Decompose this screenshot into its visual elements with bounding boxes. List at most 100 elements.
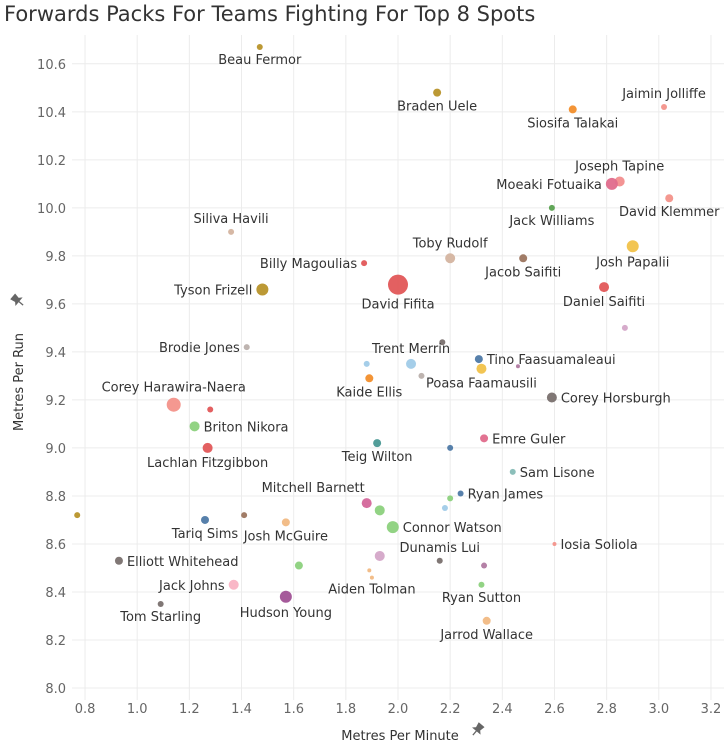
scatter-point[interactable] <box>114 556 123 565</box>
scatter-point[interactable] <box>374 505 385 516</box>
scatter-point[interactable] <box>439 339 446 346</box>
scatter-point[interactable] <box>157 600 164 607</box>
scatter-point[interactable] <box>202 442 213 453</box>
scatter-point[interactable] <box>256 283 269 296</box>
y-axis-pin-icon[interactable] <box>10 293 26 308</box>
scatter-point[interactable] <box>228 579 239 590</box>
point-label: Aiden Tolman <box>328 583 415 598</box>
scatter-point[interactable] <box>241 512 248 519</box>
y-tick-label: 10.4 <box>37 106 66 121</box>
scatter-point[interactable] <box>519 254 528 263</box>
point-label: Joseph Tapine <box>574 159 664 174</box>
scatter-point[interactable] <box>480 434 489 443</box>
point-label: David Klemmer <box>619 205 720 220</box>
point-label: Tom Starling <box>119 610 201 625</box>
scatter-point[interactable] <box>279 590 292 603</box>
scatter-point[interactable] <box>546 392 557 403</box>
scatter-point[interactable] <box>166 397 181 412</box>
scatter-point[interactable] <box>406 358 417 369</box>
scatter-point[interactable] <box>509 468 516 475</box>
scatter-point[interactable] <box>621 324 628 331</box>
scatter-point[interactable] <box>447 444 454 451</box>
scatter-point[interactable] <box>418 372 425 379</box>
scatter-point[interactable] <box>457 490 464 497</box>
x-tick-label: 2.2 <box>440 702 461 717</box>
point-label: Siliva Havili <box>194 212 269 227</box>
x-axis-title[interactable]: Metres Per Minute <box>341 729 459 744</box>
point-label: Siosifa Talakai <box>527 116 618 131</box>
grid <box>72 35 724 700</box>
x-axis-pin-icon[interactable] <box>470 722 485 738</box>
point-label: Daniel Saifiti <box>563 295 645 310</box>
y-tick-label: 8.6 <box>45 538 66 553</box>
y-tick-label: 9.0 <box>45 442 66 457</box>
scatter-point[interactable] <box>476 363 487 374</box>
x-tick-label: 2.0 <box>388 702 409 717</box>
point-label: Moeaki Fotuaika <box>496 178 602 193</box>
point-labels: Beau Fermor Braden Uele Jaimin JolliffeSio… <box>102 53 721 643</box>
scatter-point[interactable] <box>599 282 610 293</box>
y-tick-label: 9.2 <box>45 394 66 409</box>
x-tick-label: 3.2 <box>701 702 722 717</box>
scatter-point[interactable] <box>665 194 674 203</box>
scatter-point[interactable] <box>369 575 374 580</box>
scatter-point[interactable] <box>281 518 290 527</box>
scatter-point[interactable] <box>605 177 618 190</box>
x-tick-label: 2.4 <box>492 702 513 717</box>
scatter-point[interactable] <box>433 88 442 97</box>
point-label: Emre Guler <box>492 432 566 447</box>
y-tick-label: 8.4 <box>45 586 66 601</box>
x-tick-label: 3.0 <box>648 702 669 717</box>
scatter-point[interactable] <box>515 364 520 369</box>
point-label: Jaimin Jolliffe <box>621 87 706 102</box>
y-axis-title[interactable]: Metres Per Run <box>12 333 27 431</box>
scatter-point[interactable] <box>552 541 557 546</box>
scatter-point[interactable] <box>386 521 399 534</box>
y-tick-label: 8.2 <box>45 634 66 649</box>
scatter-point[interactable] <box>201 515 210 524</box>
scatter-point[interactable] <box>294 561 303 570</box>
scatter-point[interactable] <box>228 228 235 235</box>
point-label: Ryan James <box>468 488 544 503</box>
point-label: Briton Nikora <box>204 420 289 435</box>
point-label: David Fifita <box>361 298 434 313</box>
scatter-point[interactable] <box>568 105 577 114</box>
scatter-point[interactable] <box>243 344 250 351</box>
point-label: Sam Lisone <box>520 466 595 481</box>
scatter-point[interactable] <box>445 253 456 264</box>
scatter-point[interactable] <box>661 104 668 111</box>
point-label: Ryan Sutton <box>442 591 521 606</box>
point-label: Tino Faasuamaleaui <box>486 353 616 368</box>
scatter-point[interactable] <box>482 616 491 625</box>
point-label: Corey Horsburgh <box>561 392 671 407</box>
point-label: Corey Harawira-Naera <box>102 381 246 396</box>
scatter-point[interactable] <box>374 550 385 561</box>
scatter-point[interactable] <box>373 439 382 448</box>
scatter-point[interactable] <box>363 360 370 367</box>
point-label: Kaide Ellis <box>336 385 402 400</box>
x-tick-label: 1.2 <box>179 702 200 717</box>
point-label: Tariq Sims <box>171 527 239 542</box>
y-tick-label: 10.0 <box>37 202 66 217</box>
x-tick-label: 1.8 <box>335 702 356 717</box>
scatter-point[interactable] <box>436 557 443 564</box>
scatter-point[interactable] <box>207 406 214 413</box>
scatter-point[interactable] <box>447 495 454 502</box>
y-tick-label: 10.6 <box>37 58 66 73</box>
chart-title: Forwards Packs For Teams Fighting For To… <box>4 2 536 26</box>
scatter-point[interactable] <box>548 204 555 211</box>
scatter-point[interactable] <box>478 581 485 588</box>
x-tick-label: 1.4 <box>231 702 252 717</box>
scatter-point[interactable] <box>189 421 200 432</box>
scatter-point[interactable] <box>441 504 448 511</box>
scatter-point[interactable] <box>74 512 81 519</box>
scatter-point[interactable] <box>626 240 639 253</box>
scatter-point[interactable] <box>365 374 374 383</box>
scatter-point[interactable] <box>474 355 483 364</box>
scatter-point[interactable] <box>256 44 263 51</box>
scatter-point[interactable] <box>361 498 372 509</box>
scatter-point[interactable] <box>481 562 488 569</box>
scatter-point[interactable] <box>361 260 368 267</box>
scatter-point[interactable] <box>367 568 372 573</box>
scatter-point[interactable] <box>388 274 408 295</box>
